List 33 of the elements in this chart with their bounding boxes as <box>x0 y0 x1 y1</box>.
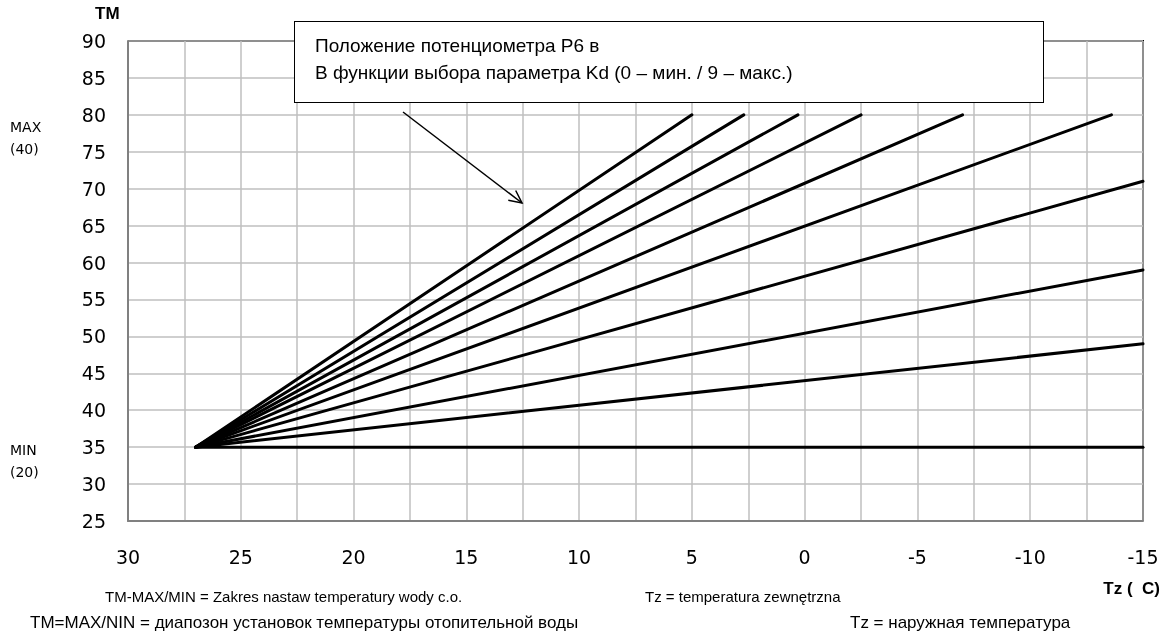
x-tick-label: -10 <box>1014 545 1046 568</box>
x-tick-label: 20 <box>341 545 366 568</box>
y-tick-label: 35 <box>81 436 106 459</box>
y-tick-label: 55 <box>81 288 106 311</box>
x-tick-label: 30 <box>115 545 141 568</box>
x-tick-label: -5 <box>907 545 927 568</box>
y-tick-label: 90 <box>81 30 106 52</box>
y-tick-label: 80 <box>81 103 106 126</box>
x-tick-label: 25 <box>228 545 253 568</box>
y-tick-label: 75 <box>81 140 106 163</box>
y-tick-label: 85 <box>81 66 106 89</box>
text: MAX (40) <box>10 119 42 157</box>
text: Tz = наружная температура <box>850 612 1071 632</box>
x-tick-label: 0 <box>798 545 811 568</box>
text: MIN (20) <box>10 442 39 480</box>
y-tick-label: 30 <box>81 473 106 496</box>
y-tick-label: 65 <box>81 214 106 237</box>
y-tick-label: 70 <box>81 177 106 200</box>
y-tick-label: 40 <box>81 399 106 422</box>
x-axis-title: Tz ( C) <box>1103 579 1160 598</box>
y-tick-label: 45 <box>81 362 106 385</box>
y-axis-title: TM <box>95 4 120 23</box>
y-tick-label: 50 <box>81 325 106 348</box>
text: TM-MAX/MIN = Zakres nastaw temperatury wody c.o. <box>105 587 463 605</box>
x-tick-label: -15 <box>1127 545 1159 568</box>
y-tick-label: 25 <box>81 510 106 532</box>
text: TM=MAX/NIN = диапозон установок температуры отопительной воды <box>30 612 579 632</box>
x-tick-label: 15 <box>454 545 479 568</box>
text: Tz = temperatura zewnętrzna <box>645 587 842 605</box>
x-tick-label: 5 <box>685 545 698 568</box>
y-tick-label: 60 <box>81 251 106 274</box>
x-tick-label: 10 <box>567 545 592 568</box>
callout-box: Положение потенциометра P6 в В функции выбора параметра Kd (0 – мин. / 9 – макс.) <box>294 21 1044 103</box>
